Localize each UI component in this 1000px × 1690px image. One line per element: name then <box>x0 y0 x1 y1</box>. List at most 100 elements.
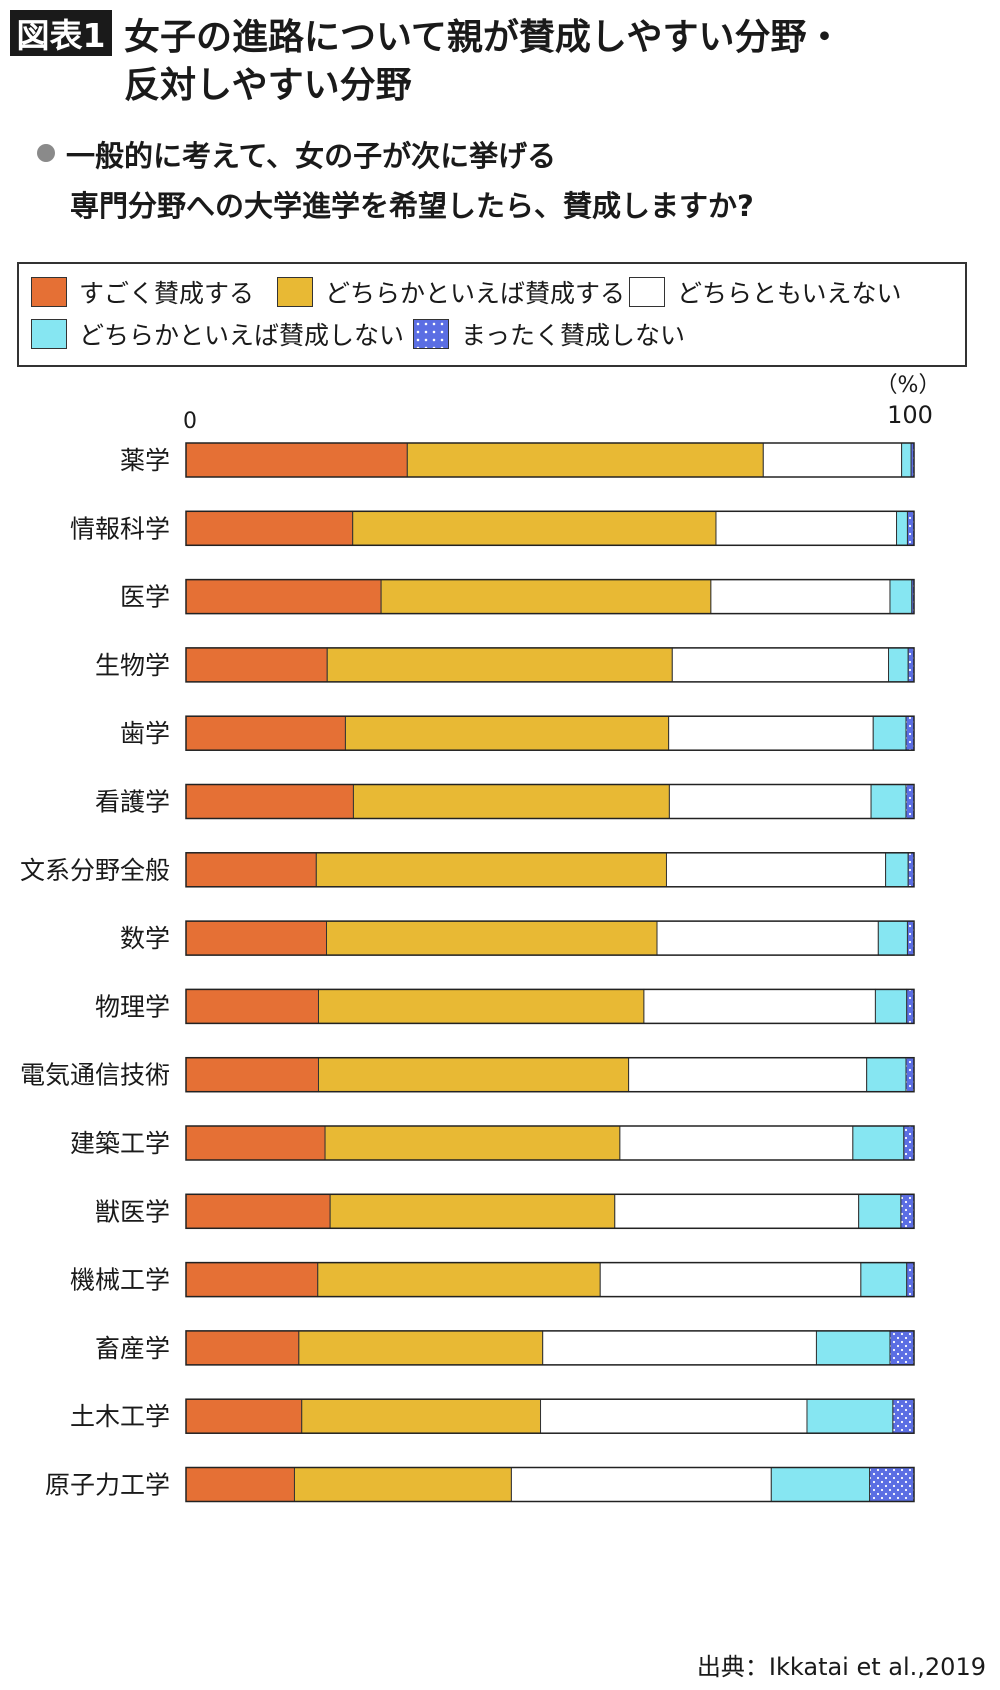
bar-outline <box>185 1056 915 1093</box>
bar-outline <box>185 1466 915 1503</box>
legend-item-5: まったく賛成しない <box>413 316 685 352</box>
category-label: 物理学 <box>95 992 170 1021</box>
bar-segment-s3 <box>619 1125 854 1161</box>
bar-segment-s1 <box>185 1467 295 1502</box>
bar-segment-s4 <box>896 510 908 546</box>
bar-segment-s3 <box>665 852 887 888</box>
figure-number-badge: 図表1 <box>10 10 112 56</box>
bar-segment-s1 <box>185 784 354 819</box>
bar-outline <box>185 1261 915 1298</box>
bar-segment-s1 <box>185 647 328 683</box>
legend-item-1: すごく賛成する <box>31 274 254 310</box>
question-bullet-icon <box>37 144 55 162</box>
bar-segment-s1 <box>185 1398 303 1434</box>
category-label: 電気通信技術 <box>20 1061 170 1090</box>
bar-segment-s2 <box>380 579 712 615</box>
bar-segment-s3 <box>710 579 891 615</box>
bar-segment-s5 <box>905 715 915 751</box>
bar-outline <box>185 1398 915 1434</box>
bar-segment-s5 <box>889 1330 915 1366</box>
category-label: 歯学 <box>120 719 170 748</box>
bar-segment-s2 <box>298 1330 544 1366</box>
bar-segment-s4 <box>866 1057 907 1093</box>
bar-segment-s4 <box>815 1330 891 1366</box>
bar-segment-s5 <box>905 784 915 819</box>
bar-segment-s4 <box>889 579 913 615</box>
legend-swatch-2 <box>277 277 313 307</box>
bar-segment-s1 <box>185 852 317 888</box>
bar-segment-s5 <box>906 510 915 546</box>
bar-segment-s1 <box>185 988 319 1024</box>
legend-label-3: どちらともいえない <box>677 279 902 308</box>
bar-segment-s2 <box>317 988 645 1024</box>
bar-segment-s3 <box>599 1262 862 1298</box>
bar-outline <box>185 988 915 1025</box>
bar-segment-s3 <box>656 920 879 956</box>
bar-segment-s5 <box>907 852 915 888</box>
bar-segment-s4 <box>852 1125 905 1161</box>
bar-segment-s1 <box>185 920 328 956</box>
category-label: 情報科学 <box>70 514 170 543</box>
category-label: 獣医学 <box>95 1197 170 1226</box>
bar-segment-s1 <box>185 1125 326 1161</box>
bar-segment-s3 <box>540 1398 808 1434</box>
question-line-1: 一般的に考えて、女の子が次に挙げる <box>66 139 557 173</box>
category-label: 原子力工学 <box>45 1471 170 1500</box>
bar-segment-s1 <box>185 579 382 615</box>
category-label: 薬学 <box>120 446 170 475</box>
bar-outline <box>185 920 915 956</box>
bar-segment-s5 <box>906 1262 915 1298</box>
legend-swatch-5 <box>413 319 449 349</box>
bar-segment-s3 <box>510 1467 772 1502</box>
bar-segment-s3 <box>542 1330 817 1366</box>
legend-label-5: まったく賛成しない <box>461 321 686 350</box>
bar-segment-s3 <box>762 442 903 478</box>
bar-segment-s2 <box>324 1125 621 1161</box>
bar-outline <box>185 647 915 683</box>
bar-segment-s1 <box>185 442 408 478</box>
bar-segment-s4 <box>860 1262 908 1298</box>
legend-label-2: どちらかといえば賛成する <box>325 279 626 308</box>
legend-swatch-1 <box>31 277 67 307</box>
bar-segment-s5 <box>905 1057 915 1093</box>
legend-swatch-3 <box>629 277 665 307</box>
axis-max-label: 100 <box>887 401 933 429</box>
bar-segment-s5 <box>903 1125 915 1161</box>
bar-segment-s2 <box>317 1057 630 1093</box>
chart-legend: すごく賛成する どちらかといえば賛成する どちらともいえないどちらかといえば賛成しな… <box>17 262 967 367</box>
bar-segment-s1 <box>185 1330 300 1366</box>
source-credit: 出典：Ikkatai et al.,2019 <box>696 1653 986 1681</box>
bar-segment-s3 <box>671 647 890 683</box>
bar-segment-s1 <box>185 1262 319 1298</box>
bar-segment-s1 <box>185 715 346 751</box>
category-label: 看護学 <box>95 788 170 817</box>
category-label: 数学 <box>120 924 170 953</box>
bar-segment-s5 <box>907 647 915 683</box>
bar-segment-s4 <box>806 1398 894 1434</box>
bar-segment-s2 <box>315 852 667 888</box>
bar-segment-s2 <box>329 1193 616 1229</box>
bar-segment-s3 <box>668 715 874 751</box>
bar-outline <box>185 783 915 820</box>
bar-segment-s2 <box>293 1467 512 1502</box>
axis-unit-label: （%） <box>876 373 941 398</box>
bar-segment-s2 <box>301 1398 542 1434</box>
bar-segment-s1 <box>185 1057 319 1093</box>
bar-segment-s5 <box>869 1467 915 1502</box>
bar-outline <box>185 1193 915 1230</box>
legend-label-1: すごく賛成する <box>79 279 255 308</box>
legend-item-2: どちらかといえば賛成する <box>277 274 625 310</box>
legend-label-4: どちらかといえば賛成しない <box>79 321 405 350</box>
bar-segment-s2 <box>317 1262 601 1298</box>
axis-min-label: 0 <box>183 409 197 434</box>
bar-segment-s5 <box>906 920 915 956</box>
bar-segment-s4 <box>877 920 908 956</box>
bar-segment-s5 <box>906 988 915 1024</box>
category-label: 土木工学 <box>70 1402 170 1431</box>
bar-segment-s3 <box>668 784 872 819</box>
bar-segment-s5 <box>892 1398 915 1434</box>
bar-segment-s2 <box>406 442 764 478</box>
bar-outline <box>185 715 915 751</box>
bar-segment-s4 <box>888 647 909 683</box>
